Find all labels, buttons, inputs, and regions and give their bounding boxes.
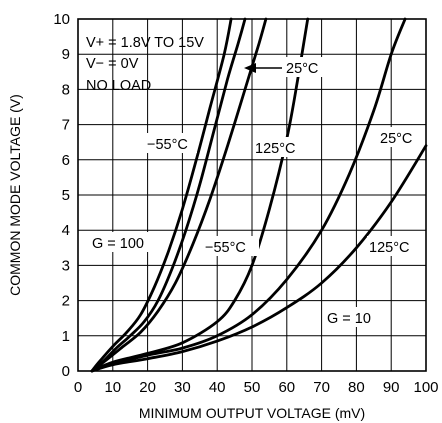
y-tick-label: 7 xyxy=(62,117,70,134)
series-line-3 xyxy=(90,17,310,373)
label-g100-m55: −55°C xyxy=(147,137,188,153)
label-bg-g10-25 xyxy=(378,127,422,147)
x-tick-label: 30 xyxy=(174,379,191,396)
series-group xyxy=(90,17,428,373)
condition-vminus: V− = 0V xyxy=(86,56,139,72)
y-tick-label: 0 xyxy=(62,363,70,380)
x-tick-label: 90 xyxy=(383,379,400,396)
x-tick-label: 70 xyxy=(313,379,330,396)
label-bg-g100-125 xyxy=(253,137,307,157)
x-axis-title: MINIMUM OUTPUT VOLTAGE (mV) xyxy=(139,405,365,421)
series-line-1 xyxy=(90,17,247,373)
x-tick-label: 40 xyxy=(209,379,226,396)
y-tick-label: 5 xyxy=(62,187,70,204)
y-tick-label: 2 xyxy=(62,293,70,310)
y-tick-label: 9 xyxy=(62,46,70,63)
x-tick-label: 0 xyxy=(74,379,82,396)
series-line-2 xyxy=(90,17,268,373)
x-tick-label: 50 xyxy=(244,379,261,396)
annotation-arrowhead xyxy=(244,63,256,73)
y-tick-label: 1 xyxy=(62,328,70,345)
label-g100-25: 25°C xyxy=(286,61,318,77)
label-g10: G = 10 xyxy=(327,311,371,327)
label-bg-g100-m55 xyxy=(145,133,197,153)
x-tick-label: 20 xyxy=(139,379,156,396)
grid xyxy=(78,19,426,371)
label-bg-g100 xyxy=(90,232,158,252)
y-tick-label: 8 xyxy=(62,81,70,98)
series-line-0 xyxy=(90,17,233,373)
y-axis-title: COMMON MODE VOLTAGE (V) xyxy=(7,94,23,296)
plot-frame xyxy=(77,18,427,372)
y-tick-label: 3 xyxy=(62,257,70,274)
y-tick-label: 10 xyxy=(53,11,70,28)
label-g100: G = 100 xyxy=(92,236,144,252)
x-tick-label: 60 xyxy=(278,379,295,396)
label-g10-25: 25°C xyxy=(380,131,412,147)
series-line-5 xyxy=(90,144,428,373)
label-bg-g100-25 xyxy=(284,57,330,77)
label-g100-125: 125°C xyxy=(255,141,295,157)
y-tick-label: 4 xyxy=(62,222,70,239)
condition-load: NO LOAD xyxy=(86,78,151,94)
x-tick-label: 10 xyxy=(104,379,121,396)
x-tick-label: 80 xyxy=(348,379,365,396)
label-bg-g10-125 xyxy=(367,236,423,256)
x-tick-labels: 0 10 20 30 40 50 60 70 80 90 100 xyxy=(74,379,439,396)
y-tick-labels: 0 1 2 3 4 5 6 7 8 9 10 xyxy=(53,11,70,380)
label-bg-g10-m55 xyxy=(203,236,259,256)
y-tick-label: 6 xyxy=(62,152,70,169)
label-g10-125: 125°C xyxy=(369,240,409,256)
series-line-4 xyxy=(90,17,407,373)
label-bg-g10 xyxy=(325,307,381,327)
x-tick-label: 100 xyxy=(413,379,438,396)
label-g10-m55: −55°C xyxy=(205,240,246,256)
condition-vplus: V+ = 1.8V TO 15V xyxy=(86,35,204,51)
